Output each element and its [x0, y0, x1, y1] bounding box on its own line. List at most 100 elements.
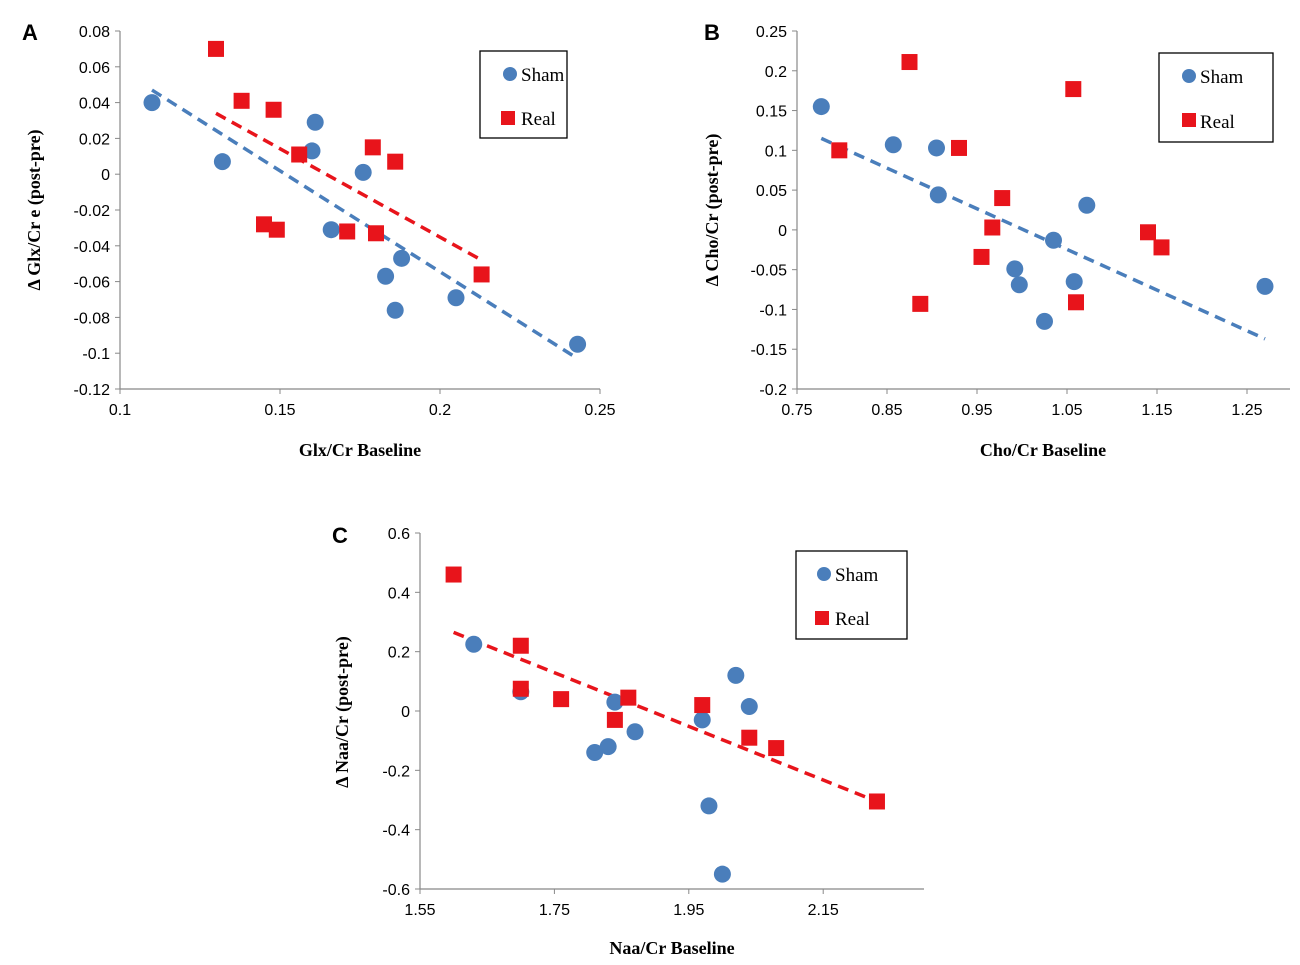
- point-real-a: [291, 146, 308, 163]
- y-tick-label-a: 0.06: [79, 60, 110, 77]
- point-real-b: [994, 190, 1011, 207]
- point-sham-b: [1045, 231, 1062, 249]
- point-real-c: [741, 729, 758, 746]
- point-sham-a: [377, 267, 395, 285]
- point-sham-a: [303, 142, 321, 160]
- trendlines-a: [151, 88, 579, 361]
- y-tick-label-c: 0.2: [388, 645, 410, 662]
- panel-label-a: A: [22, 20, 38, 45]
- y-ticks-b: -0.2 -0.15 -0.1 -0.05 0 0.05 0.1 0.15 0.2 0.25: [751, 24, 797, 399]
- point-real-b: [1153, 239, 1170, 256]
- legend-marker-real-a: [501, 111, 515, 125]
- trendline-real-a: [215, 111, 483, 262]
- y-tick-label-c: -0.6: [382, 882, 410, 899]
- point-real-b: [912, 295, 929, 312]
- x-ticks-a: 0.1 0.15 0.2 0.25: [109, 389, 616, 419]
- point-sham-a: [354, 163, 372, 181]
- x-tick-label-c: 1.55: [404, 902, 435, 919]
- x-tick-label-c: 2.15: [808, 902, 839, 919]
- y-tick-label-b: 0.15: [756, 104, 787, 121]
- point-sham-b: [812, 98, 830, 116]
- legend-box-a: [479, 50, 568, 139]
- point-real-c: [620, 689, 637, 706]
- y-tick-label-b: -0.2: [759, 382, 787, 399]
- point-real-a: [268, 221, 285, 238]
- point-sham-b: [1078, 196, 1096, 214]
- point-sham-c: [727, 666, 745, 684]
- panel-label-b: B: [704, 20, 720, 45]
- legend-label-real-a: Real: [521, 109, 556, 130]
- y-tick-label-c: -0.2: [382, 763, 410, 780]
- point-sham-a: [386, 301, 404, 319]
- panel-a: A -0.12 -0.1 -0.08 -0.06 -0.04 -0.02 0 0.02 0.04…: [22, 20, 616, 460]
- point-sham-b: [1256, 277, 1274, 295]
- x-axis-title-a: Glx/Cr Baseline: [299, 440, 421, 460]
- point-real-b: [1068, 294, 1084, 311]
- point-real-c: [553, 691, 570, 708]
- point-real-c: [768, 740, 785, 757]
- point-sham-c: [626, 723, 644, 741]
- x-tick-label-c: 1.95: [673, 902, 704, 919]
- x-tick-label-a: 0.25: [584, 402, 615, 419]
- point-sham-a: [447, 289, 465, 307]
- y-tick-label-a: -0.02: [74, 203, 111, 220]
- x-tick-label-b: 1.15: [1141, 402, 1172, 419]
- y-tick-label-b: 0.25: [756, 24, 787, 41]
- point-sham-c: [693, 711, 711, 729]
- point-real-c: [694, 697, 711, 714]
- point-real-a: [265, 101, 282, 118]
- point-real-a: [364, 139, 381, 156]
- y-tick-label-b: -0.05: [751, 263, 788, 280]
- point-sham-c: [465, 635, 483, 653]
- point-real-b: [951, 139, 967, 156]
- legend-marker-real-c: [815, 611, 829, 625]
- trendline-sham-b: [820, 136, 1266, 341]
- point-real-b: [1065, 81, 1082, 98]
- y-axis-title-b: Δ Cho/Cr (post-pre): [702, 134, 723, 287]
- point-sham-c: [740, 698, 758, 716]
- point-real-a: [256, 216, 272, 233]
- x-tick-label-c: 1.75: [539, 902, 570, 919]
- point-real-c: [512, 680, 529, 697]
- points-c: [445, 566, 885, 883]
- x-axis-title-c: Naa/Cr Baseline: [609, 938, 734, 958]
- legend-box-c: [795, 550, 908, 640]
- y-tick-label-b: -0.1: [759, 302, 787, 319]
- x-tick-label-b: 0.75: [781, 402, 812, 419]
- legend-label-sham-c: Sham: [835, 565, 879, 586]
- x-tick-label-b: 0.85: [871, 402, 902, 419]
- legend-marker-sham-c: [817, 567, 831, 581]
- point-real-a: [233, 92, 250, 109]
- panel-c: C -0.6 -0.4 -0.2 0 0.2 0.4 0.6 1.55 1.75 1.95 2.1…: [332, 523, 924, 958]
- y-tick-label-a: -0.08: [74, 310, 111, 327]
- y-tick-label-b: -0.15: [751, 342, 788, 359]
- y-tick-label-a: -0.04: [74, 239, 111, 256]
- legend-marker-sham-a: [503, 67, 517, 81]
- trendlines-b: [820, 136, 1266, 341]
- point-real-b: [984, 219, 1001, 236]
- point-sham-b: [928, 139, 945, 157]
- point-real-a: [339, 223, 356, 240]
- x-ticks-c: 1.55 1.75 1.95 2.15: [404, 889, 839, 919]
- trendlines-c: [452, 630, 878, 804]
- y-tick-label-a: 0.04: [79, 96, 110, 113]
- point-real-a: [387, 153, 404, 170]
- point-real-a: [368, 225, 384, 242]
- y-axis-title-a: Δ Glx/Cr e (post-pre): [24, 129, 45, 290]
- point-real-b: [973, 248, 990, 265]
- point-sham-a: [569, 335, 587, 353]
- point-real-c: [512, 637, 529, 654]
- point-sham-b: [884, 136, 902, 154]
- x-tick-label-b: 0.95: [961, 402, 992, 419]
- y-tick-label-a: 0.08: [79, 24, 110, 41]
- legend-label-sham-b: Sham: [1200, 67, 1244, 88]
- trendline-sham-a: [151, 88, 579, 361]
- point-sham-c: [713, 865, 731, 883]
- points-b: [812, 54, 1274, 330]
- point-sham-c: [606, 693, 624, 711]
- y-axis-title-c: Δ Naa/Cr (post-pre): [332, 636, 353, 788]
- legend-label-real-c: Real: [835, 609, 870, 630]
- y-tick-label-b: 0.05: [756, 183, 787, 200]
- point-sham-b: [929, 186, 947, 204]
